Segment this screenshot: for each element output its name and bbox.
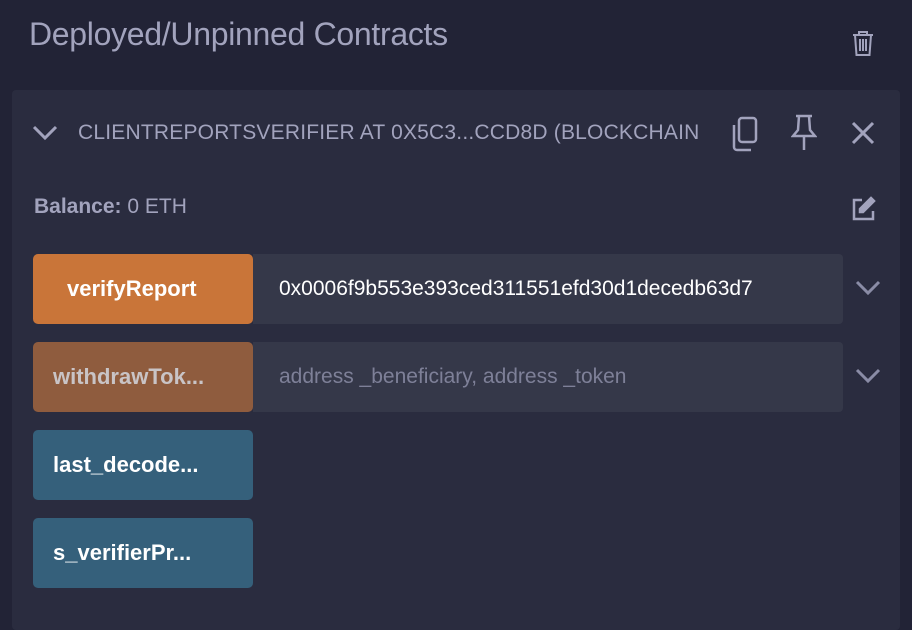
trash-icon[interactable]: [848, 28, 878, 58]
chevron-down-icon[interactable]: [852, 360, 884, 392]
withdraw-token-button[interactable]: withdrawTok...: [33, 342, 253, 412]
verify-report-input[interactable]: [253, 254, 843, 324]
withdraw-token-input[interactable]: [253, 342, 843, 412]
pin-icon[interactable]: [788, 113, 820, 153]
panel-title: Deployed/Unpinned Contracts: [29, 16, 448, 52]
last-decoded-button[interactable]: last_decode...: [33, 430, 253, 500]
balance: Balance: 0 ETH: [34, 195, 187, 219]
chevron-down-icon[interactable]: [852, 272, 884, 304]
balance-label: Balance:: [34, 195, 122, 218]
close-icon[interactable]: [848, 118, 878, 148]
s-verifier-proxy-button[interactable]: s_verifierPr...: [33, 518, 253, 588]
copy-icon[interactable]: [727, 115, 761, 153]
verify-report-button[interactable]: verifyReport: [33, 254, 253, 324]
chevron-down-icon[interactable]: [30, 120, 60, 146]
edit-icon[interactable]: [848, 194, 878, 224]
contract-header[interactable]: CLIENTREPORTSVERIFIER AT 0X5C3...CCD8D (…: [78, 121, 698, 144]
balance-value: 0 ETH: [127, 195, 187, 218]
